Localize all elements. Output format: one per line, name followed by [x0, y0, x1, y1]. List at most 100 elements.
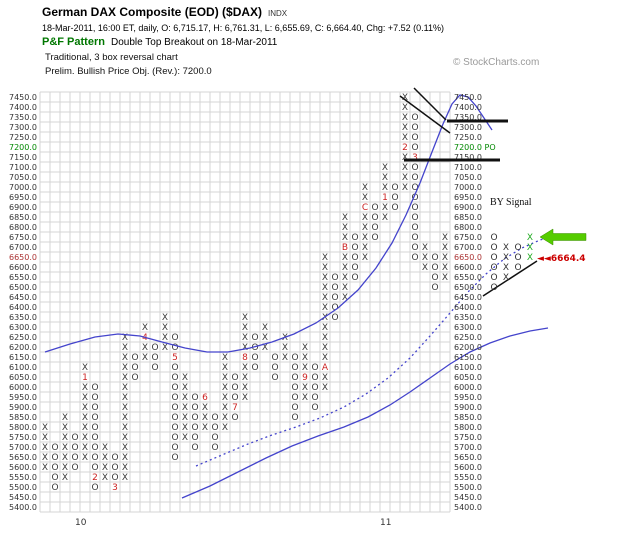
svg-text:O: O — [211, 423, 218, 433]
svg-text:6750.0: 6750.0 — [9, 233, 37, 242]
svg-text:O: O — [411, 243, 418, 253]
svg-text:5950.0: 5950.0 — [9, 393, 37, 402]
svg-text:X: X — [242, 393, 248, 403]
svg-text:6900.0: 6900.0 — [9, 203, 37, 212]
svg-text:5600.0: 5600.0 — [9, 463, 37, 472]
svg-text:X: X — [82, 403, 88, 413]
svg-text:X: X — [82, 363, 88, 373]
svg-text:X: X — [282, 353, 288, 363]
svg-text:X: X — [222, 423, 228, 433]
svg-text:X: X — [42, 463, 48, 473]
svg-text:3: 3 — [412, 153, 418, 163]
svg-text:O: O — [271, 363, 278, 373]
svg-text:6100.0: 6100.0 — [454, 363, 482, 372]
svg-text:X: X — [42, 453, 48, 463]
svg-text:O: O — [211, 443, 218, 453]
svg-text:X: X — [202, 403, 208, 413]
svg-text:6500.0: 6500.0 — [454, 283, 482, 292]
svg-text:O: O — [71, 453, 78, 463]
svg-text:O: O — [351, 243, 358, 253]
svg-text:X: X — [82, 443, 88, 453]
svg-text:X: X — [322, 293, 328, 303]
projection-mark: O — [490, 253, 497, 263]
projection-mark: O — [490, 263, 497, 273]
svg-text:O: O — [371, 223, 378, 233]
svg-text:O: O — [191, 423, 198, 433]
svg-text:O: O — [411, 163, 418, 173]
svg-text:5550.0: 5550.0 — [9, 473, 37, 482]
price-objective-line: Prelim. Bullish Price Obj. (Rev.): 7200.… — [45, 66, 212, 77]
svg-text:5950.0: 5950.0 — [454, 393, 482, 402]
svg-text:O: O — [91, 383, 98, 393]
svg-text:6300.0: 6300.0 — [9, 323, 37, 332]
svg-text:X: X — [382, 213, 388, 223]
svg-text:5700.0: 5700.0 — [9, 443, 37, 452]
svg-text:X: X — [342, 263, 348, 273]
svg-text:7450.0: 7450.0 — [9, 93, 37, 102]
svg-text:O: O — [191, 443, 198, 453]
svg-text:X: X — [322, 323, 328, 333]
svg-text:6950.0: 6950.0 — [9, 193, 37, 202]
svg-text:O: O — [291, 353, 298, 363]
svg-text:O: O — [351, 253, 358, 263]
svg-text:X: X — [122, 393, 128, 403]
svg-text:O: O — [311, 393, 318, 403]
svg-text:X: X — [342, 273, 348, 283]
svg-text:O: O — [151, 353, 158, 363]
svg-text:O: O — [191, 393, 198, 403]
svg-text:6500.0: 6500.0 — [9, 283, 37, 292]
svg-text:X: X — [382, 173, 388, 183]
svg-text:O: O — [231, 383, 238, 393]
svg-text:6350.0: 6350.0 — [9, 313, 37, 322]
svg-text:5850.0: 5850.0 — [454, 413, 482, 422]
pnf-grid — [39, 91, 451, 513]
svg-text:O: O — [411, 143, 418, 153]
svg-text:6050.0: 6050.0 — [454, 373, 482, 382]
svg-text:5900.0: 5900.0 — [454, 403, 482, 412]
svg-text:O: O — [291, 413, 298, 423]
svg-text:X: X — [182, 413, 188, 423]
svg-text:O: O — [371, 233, 378, 243]
svg-text:C: C — [362, 203, 368, 213]
svg-text:O: O — [51, 443, 58, 453]
svg-text:6200.0: 6200.0 — [454, 343, 482, 352]
svg-text:6550.0: 6550.0 — [9, 273, 37, 282]
svg-text:X: X — [122, 413, 128, 423]
svg-text:X: X — [282, 333, 288, 343]
svg-text:X: X — [182, 433, 188, 443]
svg-text:O: O — [51, 483, 58, 493]
svg-text:X: X — [122, 363, 128, 373]
svg-text:X: X — [222, 403, 228, 413]
svg-text:X: X — [122, 473, 128, 483]
svg-text:7200.0 PO: 7200.0 PO — [454, 143, 496, 152]
svg-text:O: O — [91, 453, 98, 463]
svg-text:X: X — [442, 243, 448, 253]
svg-text:5750.0: 5750.0 — [9, 433, 37, 442]
svg-text:X: X — [302, 393, 308, 403]
svg-text:3: 3 — [112, 483, 118, 493]
svg-text:X: X — [342, 233, 348, 243]
svg-text:6200.0: 6200.0 — [9, 343, 37, 352]
svg-text:X: X — [402, 153, 408, 163]
symbol-type-label: INDX — [268, 9, 288, 18]
svg-text:6800.0: 6800.0 — [9, 223, 37, 232]
svg-text:X: X — [302, 363, 308, 373]
svg-text:7450.0: 7450.0 — [454, 93, 482, 102]
svg-text:O: O — [291, 363, 298, 373]
svg-text:6700.0: 6700.0 — [9, 243, 37, 252]
svg-text:1: 1 — [82, 373, 88, 383]
svg-text:O: O — [291, 393, 298, 403]
svg-text:7000.0: 7000.0 — [9, 183, 37, 192]
svg-text:O: O — [171, 373, 178, 383]
svg-text:X: X — [322, 383, 328, 393]
svg-text:6950.0: 6950.0 — [454, 193, 482, 202]
svg-text:8: 8 — [242, 353, 248, 363]
svg-text:O: O — [231, 393, 238, 403]
svg-text:X: X — [102, 463, 108, 473]
svg-text:X: X — [362, 223, 368, 233]
svg-text:X: X — [402, 113, 408, 123]
svg-text:X: X — [122, 423, 128, 433]
svg-text:6000.0: 6000.0 — [9, 383, 37, 392]
svg-text:O: O — [371, 203, 378, 213]
